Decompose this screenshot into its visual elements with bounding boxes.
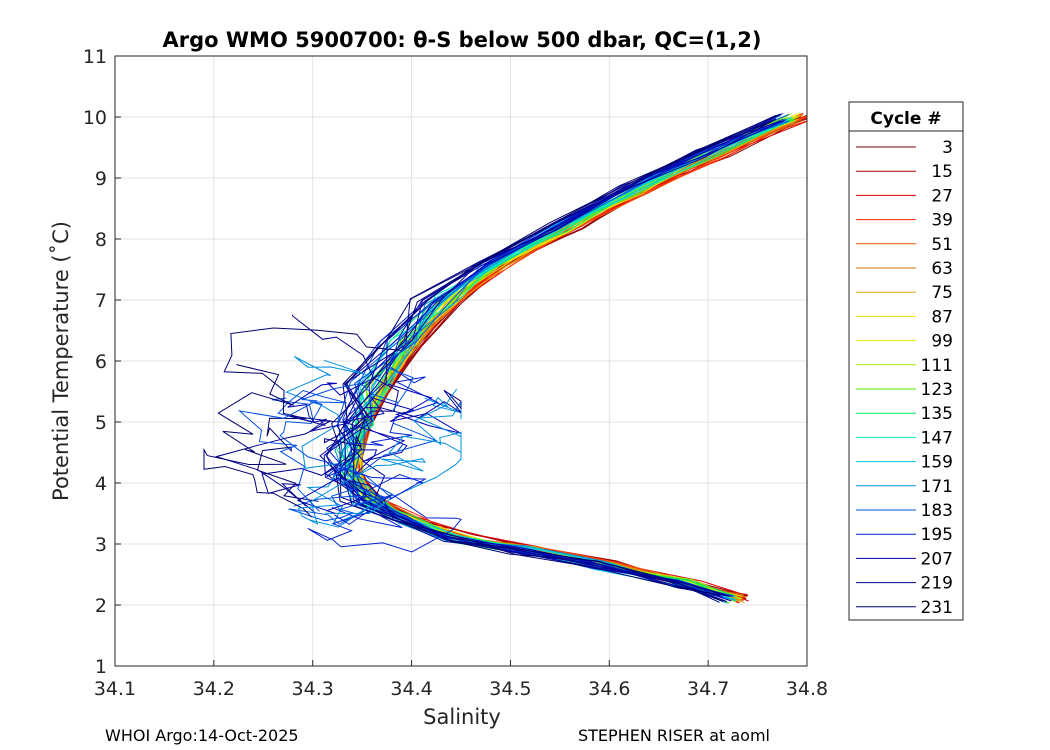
noisy-profile-line	[326, 383, 462, 512]
x-tick-label: 34.7	[687, 678, 729, 700]
x-tick-label: 34.8	[786, 678, 828, 700]
legend-label: 147	[921, 428, 953, 448]
y-tick-label: 1	[95, 656, 107, 678]
y-axis-ticks: 1 2 3 4 5 6 7 8 9 10 11	[83, 46, 121, 678]
x-axis-ticks: 34.1 34.2 34.3 34.4 34.5 34.6 34.7 34.8	[94, 660, 828, 700]
y-tick-label: 4	[95, 473, 107, 495]
y-tick-label: 10	[83, 107, 107, 129]
legend-label: 171	[921, 477, 953, 497]
noisy-profile-line	[223, 327, 401, 502]
y-tick-label: 5	[95, 412, 107, 434]
y-tick-label: 11	[83, 46, 107, 68]
series-line-cycle-99	[357, 112, 801, 596]
x-axis-label: Salinity	[423, 705, 501, 729]
legend-label: 3	[942, 138, 953, 158]
noisy-profile-line	[203, 364, 313, 518]
legend-title: Cycle #	[870, 109, 941, 129]
legend-label: 123	[921, 380, 953, 400]
legend-label: 15	[931, 162, 953, 182]
legend-label: 159	[921, 453, 953, 473]
legend-label: 195	[921, 525, 953, 545]
y-tick-label: 7	[95, 290, 107, 312]
noisy-profile-line	[288, 422, 438, 525]
legend: Cycle # 3 15 27 39 51 63 75 87 99 111 123 135 147 159…	[848, 101, 964, 621]
legend-label: 231	[921, 598, 953, 618]
noisy-profile-line	[297, 388, 462, 525]
x-tick-label: 34.6	[588, 678, 630, 700]
x-tick-label: 34.1	[94, 678, 136, 700]
grid-lines	[114, 55, 808, 667]
footer-left: WHOI Argo:14-Oct-2025	[105, 726, 299, 745]
y-tick-label: 3	[95, 534, 107, 556]
legend-label: 87	[931, 307, 953, 327]
legend-label: 39	[931, 211, 953, 231]
series-line-cycle-231	[344, 114, 777, 597]
legend-label: 51	[931, 235, 953, 255]
noisy-profile-line	[285, 356, 370, 528]
legend-label: 135	[921, 404, 953, 424]
series-line-cycle-231	[331, 121, 773, 602]
y-tick-label: 6	[95, 351, 107, 373]
noisy-profile-line	[326, 366, 440, 525]
y-tick-label: 9	[95, 168, 107, 190]
noisy-profile-line	[214, 389, 462, 514]
chart-title: Argo WMO 5900700: θ-S below 500 dbar, QC…	[163, 28, 762, 52]
footer-right: STEPHEN RISER at aoml	[578, 726, 770, 745]
legend-label: 183	[921, 501, 953, 521]
legend-label: 27	[931, 186, 953, 206]
legend-label: 75	[931, 283, 953, 303]
legend-label: 219	[921, 574, 953, 594]
legend-entries: 3 15 27 39 51 63 75 87 99 111 123 135 147 159 171 183 19…	[856, 138, 953, 618]
x-tick-label: 34.5	[489, 678, 531, 700]
legend-label: 111	[921, 356, 953, 376]
noisy-profile-line	[237, 328, 423, 512]
series-line-cycle-159	[343, 117, 791, 601]
noisy-profile-line	[261, 314, 399, 507]
x-tick-label: 34.4	[390, 678, 432, 700]
y-tick-label: 8	[95, 229, 107, 251]
series-line-cycle-207	[323, 119, 787, 597]
legend-label: 207	[921, 549, 953, 569]
legend-box	[848, 101, 964, 621]
legend-label: 63	[931, 259, 953, 279]
data-series	[203, 112, 808, 604]
x-tick-label: 34.2	[193, 678, 235, 700]
y-tick-label: 2	[95, 595, 107, 617]
noisy-profile-line	[287, 374, 406, 514]
y-axis-label: Potential Temperature (˚C)	[49, 221, 73, 501]
legend-label: 99	[931, 332, 953, 352]
x-tick-label: 34.3	[292, 678, 334, 700]
